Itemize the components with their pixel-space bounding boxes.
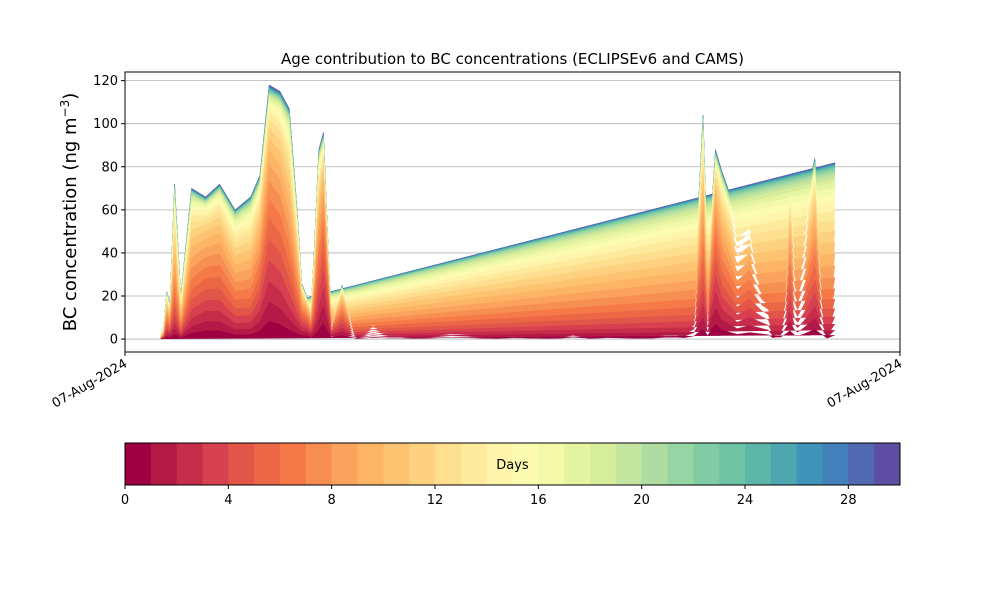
colorbar-swatch bbox=[383, 443, 410, 485]
colorbar-ticks: 0 4 8 12 16 20 24 28 bbox=[121, 485, 857, 508]
colorbar-swatch bbox=[486, 443, 513, 485]
colorbar-swatch bbox=[512, 443, 539, 485]
colorbar-swatch bbox=[693, 443, 720, 485]
colorbar-swatch bbox=[280, 443, 307, 485]
colorbar-tick-label: 28 bbox=[840, 493, 857, 508]
colorbar-swatch bbox=[796, 443, 823, 485]
y-axis-label-superscript: −3 bbox=[58, 100, 72, 118]
colorbar-swatch bbox=[822, 443, 849, 485]
colorbar-swatch bbox=[305, 443, 333, 485]
y-axis-label-close: ) bbox=[60, 93, 81, 100]
colorbar-swatch bbox=[719, 443, 746, 485]
y-tick-label: 20 bbox=[101, 290, 118, 305]
colorbar-tick-label: 24 bbox=[737, 493, 754, 508]
y-tick-label: 80 bbox=[101, 160, 118, 175]
colorbar-label: Days bbox=[496, 458, 529, 473]
plot-frame bbox=[124, 71, 901, 353]
colorbar-tick-label: 8 bbox=[328, 493, 336, 508]
y-tick-label: 100 bbox=[93, 117, 118, 132]
colorbar-swatch bbox=[874, 443, 901, 485]
colorbar-swatch bbox=[409, 443, 436, 485]
colorbar-swatch bbox=[331, 443, 358, 485]
y-tick-label: 40 bbox=[101, 246, 118, 261]
colorbar-swatch bbox=[745, 443, 772, 485]
colorbar-swatch bbox=[615, 443, 643, 485]
colorbar-swatch bbox=[564, 443, 591, 485]
colorbar-swatch bbox=[125, 443, 152, 485]
y-axis: 0 20 40 60 80 100 120 bbox=[93, 74, 125, 348]
colorbar-swatch bbox=[435, 443, 462, 485]
stacked-area-layers bbox=[160, 84, 836, 340]
age-layer-1 bbox=[160, 301, 836, 340]
colorbar-swatch bbox=[667, 443, 694, 485]
colorbar-swatch bbox=[590, 443, 617, 485]
colorbar-swatch bbox=[641, 443, 668, 485]
colorbar-swatch bbox=[460, 443, 488, 485]
y-tick-label: 60 bbox=[101, 203, 118, 218]
y-axis-label: BC concentration (ng m−3) bbox=[58, 93, 81, 332]
colorbar-tick-label: 0 bbox=[121, 493, 129, 508]
colorbar-tick-label: 4 bbox=[224, 493, 232, 508]
colorbar-tick-label: 16 bbox=[530, 493, 547, 508]
colorbar-swatch bbox=[228, 443, 255, 485]
age-layer-0 bbox=[160, 320, 835, 340]
colorbar bbox=[125, 443, 901, 485]
colorbar-swatch bbox=[150, 443, 178, 485]
y-axis-label-main: BC concentration (ng m bbox=[60, 117, 81, 331]
colorbar-swatch bbox=[254, 443, 281, 485]
chart-title: Age contribution to BC concentrations (E… bbox=[281, 50, 744, 68]
colorbar-swatch bbox=[770, 443, 798, 485]
y-tick-label: 120 bbox=[93, 74, 118, 89]
y-tick-label: 0 bbox=[110, 333, 118, 348]
colorbar-swatch bbox=[538, 443, 565, 485]
colorbar-swatch bbox=[357, 443, 384, 485]
colorbar-swatch bbox=[848, 443, 875, 485]
colorbar-tick-label: 20 bbox=[633, 493, 650, 508]
colorbar-tick-label: 12 bbox=[427, 493, 444, 508]
colorbar-swatch bbox=[176, 443, 203, 485]
colorbar-frame bbox=[124, 442, 901, 486]
colorbar-swatch bbox=[202, 443, 229, 485]
